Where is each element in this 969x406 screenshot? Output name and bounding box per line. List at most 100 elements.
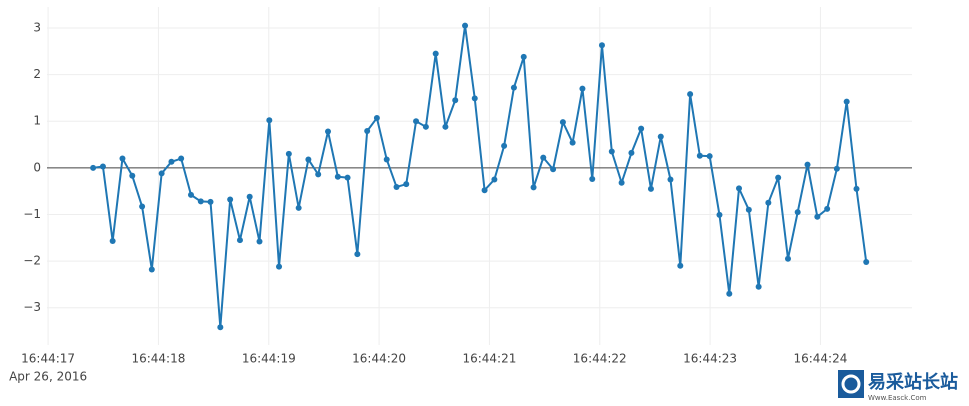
x-tick-label: 16:44:22: [573, 352, 627, 366]
point: [207, 198, 214, 205]
point: [442, 123, 449, 130]
point: [784, 255, 791, 262]
point: [256, 238, 263, 245]
point: [344, 174, 351, 181]
point: [285, 150, 292, 157]
point: [462, 22, 469, 29]
x-tick-label: 16:44:24: [793, 352, 847, 366]
point: [638, 125, 645, 132]
point: [696, 152, 703, 159]
point: [295, 204, 302, 211]
point: [628, 149, 635, 156]
point: [716, 211, 723, 218]
y-tick-label: −1: [23, 207, 41, 221]
point: [775, 174, 782, 181]
point: [804, 161, 811, 168]
y-tick-label: −3: [23, 300, 41, 314]
point: [794, 209, 801, 216]
point: [765, 199, 772, 206]
point: [413, 118, 420, 125]
point: [90, 164, 97, 171]
point: [471, 95, 478, 102]
point: [305, 156, 312, 163]
watermark: 易采站长站 Www.Easck.Com: [836, 368, 969, 402]
x-tick-label: 16:44:20: [352, 352, 406, 366]
point: [706, 153, 713, 160]
point: [422, 123, 429, 130]
point: [843, 98, 850, 105]
point: [755, 283, 762, 290]
x-tick-label: 16:44:23: [683, 352, 737, 366]
y-tick-label: 0: [33, 160, 41, 174]
point: [863, 259, 870, 266]
point: [569, 139, 576, 146]
point: [550, 166, 557, 173]
watermark-subtitle: Www.Easck.Com: [868, 394, 927, 402]
point: [452, 97, 459, 104]
point: [501, 142, 508, 149]
point: [148, 266, 155, 273]
point: [540, 154, 547, 161]
point: [598, 42, 605, 49]
x-tick-label: 16:44:21: [462, 352, 516, 366]
point: [393, 183, 400, 190]
point: [530, 184, 537, 191]
point: [266, 117, 273, 124]
point: [677, 262, 684, 269]
point: [354, 251, 361, 258]
point: [373, 114, 380, 121]
point: [667, 176, 674, 183]
point: [227, 196, 234, 203]
point: [246, 193, 253, 200]
point: [833, 165, 840, 172]
point: [814, 213, 821, 220]
point: [618, 179, 625, 186]
point: [579, 85, 586, 92]
x-tick-label: 16:44:18: [131, 352, 185, 366]
point: [687, 91, 694, 98]
y-tick-label: 2: [33, 67, 41, 81]
point: [510, 84, 517, 91]
point: [236, 237, 243, 244]
point: [109, 238, 116, 245]
point: [853, 185, 860, 192]
point: [187, 191, 194, 198]
point: [589, 176, 596, 183]
point: [129, 172, 136, 179]
point: [158, 170, 165, 177]
y-tick-label: 1: [33, 114, 41, 128]
line: [92, 24, 868, 329]
y-tick-label: −2: [23, 254, 41, 268]
point: [520, 53, 527, 60]
point: [119, 155, 126, 162]
point: [481, 187, 488, 194]
point: [745, 206, 752, 213]
point: [139, 203, 146, 210]
point: [403, 181, 410, 188]
point: [608, 148, 615, 155]
point: [736, 185, 742, 192]
point: [491, 176, 498, 183]
point: [559, 119, 566, 126]
point: [325, 128, 332, 135]
point: [178, 155, 185, 162]
point: [334, 173, 341, 180]
point: [217, 324, 224, 331]
point: [99, 163, 106, 170]
x-tick-label: 16:44:17: [21, 352, 75, 366]
point: [276, 263, 283, 270]
point: [726, 290, 733, 297]
point: [168, 158, 175, 165]
point: [364, 128, 371, 135]
point: [647, 185, 654, 192]
x-tick-label: 16:44:19: [242, 352, 296, 366]
point: [197, 198, 204, 205]
y-tick-label: 3: [33, 20, 41, 34]
watermark-title: 易采站长站: [868, 371, 958, 393]
point: [383, 156, 390, 163]
point: [432, 50, 439, 57]
x-date-label: Apr 26, 2016: [9, 370, 87, 384]
point: [315, 171, 322, 178]
point: [824, 205, 831, 212]
